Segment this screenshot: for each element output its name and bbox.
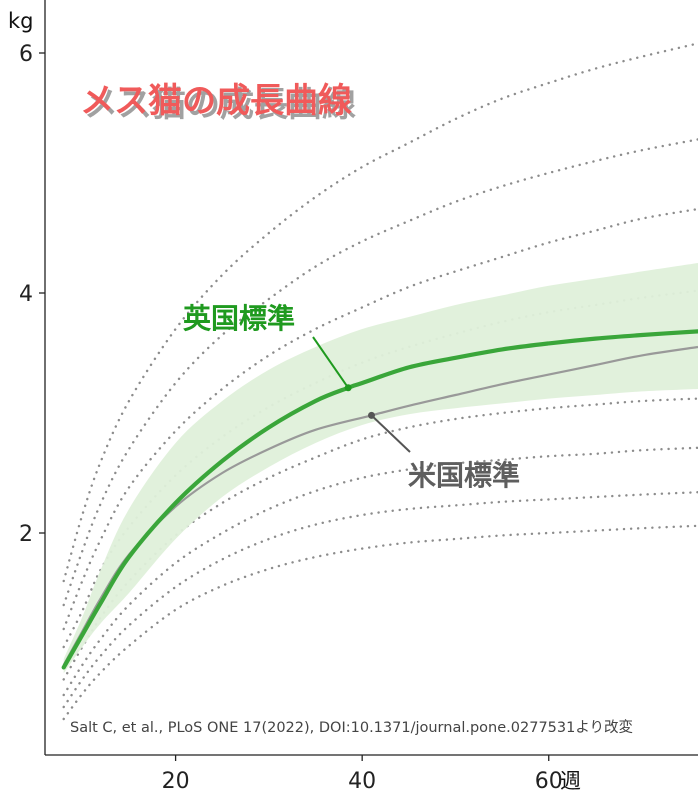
source-citation: Salt C, et al., PLoS ONE 17(2022), DOI:1…: [70, 719, 633, 736]
x-tick-label-40: 40: [348, 769, 376, 794]
us-marker: [368, 411, 375, 419]
y-tick-label-4: 4: [19, 282, 33, 307]
us-leader-line: [370, 414, 411, 453]
uk-band-area: [63, 263, 698, 674]
y-tick-label-6: 6: [19, 42, 33, 67]
y-unit-label: kg: [8, 9, 34, 33]
us-label: 米国標準: [408, 459, 520, 492]
uk-label: 英国標準: [183, 302, 295, 335]
y-tick-label-2: 2: [19, 522, 33, 547]
uk-confidence-band: [63, 263, 698, 674]
x-tick-label-20: 20: [162, 769, 190, 794]
x-tick-label-60: 60: [535, 769, 563, 794]
axes: 2 4 6 20 40 60: [19, 0, 698, 794]
x-unit-label: 週: [560, 769, 581, 793]
uk-marker: [344, 384, 352, 392]
chart-title: メス猫の成長曲線: [80, 81, 352, 121]
centile-line-3: [62, 207, 698, 631]
chart-title-shadow: メス猫の成長曲線: [84, 85, 356, 125]
centile-line-2: [62, 138, 698, 607]
uk-leader-line: [312, 336, 350, 389]
centile-line-8: [62, 524, 698, 721]
us-standard-line: [62, 345, 698, 666]
